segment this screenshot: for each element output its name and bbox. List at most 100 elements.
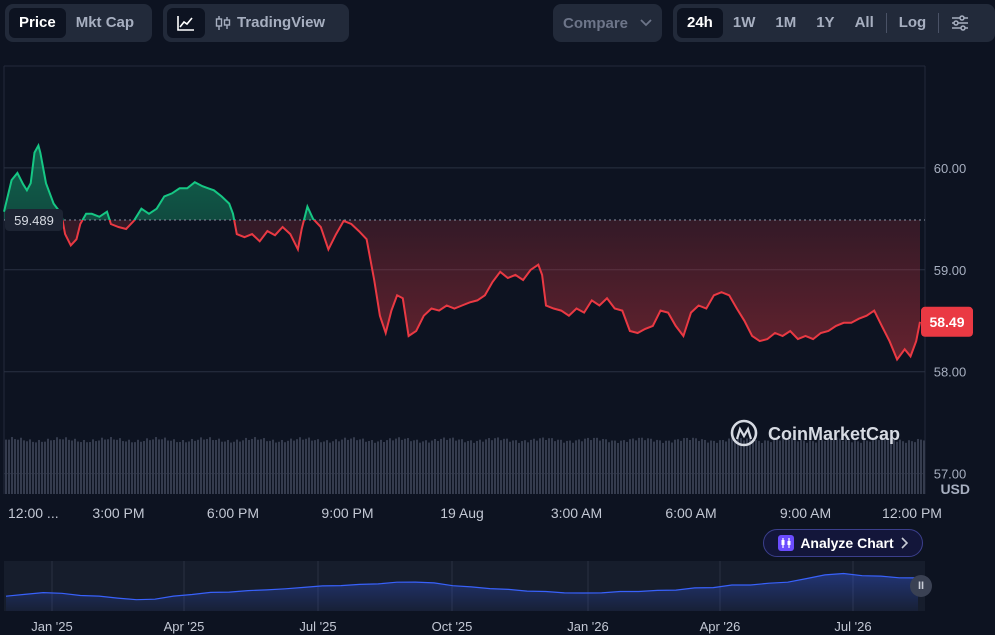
volume-bar <box>239 441 241 494</box>
volume-bar <box>302 439 304 494</box>
tab-price[interactable]: Price <box>9 8 66 38</box>
chart-type-toggle: Price Mkt Cap <box>5 4 152 42</box>
x-tick-label: 9:00 AM <box>780 505 831 521</box>
volume-bar <box>356 440 358 494</box>
toolbar-divider <box>885 13 887 33</box>
volume-bar <box>773 439 775 494</box>
volume-bar <box>815 442 817 494</box>
range-all[interactable]: All <box>854 14 874 31</box>
volume-bar <box>416 439 418 494</box>
volume-bar <box>320 442 322 494</box>
volume-bar <box>500 440 502 494</box>
range-1m[interactable]: 1M <box>775 14 797 31</box>
volume-bar <box>488 438 490 494</box>
volume-bar <box>848 440 850 494</box>
volume-bar <box>788 440 790 494</box>
volume-bar <box>29 439 31 494</box>
volume-bar <box>326 440 328 494</box>
volume-bar <box>317 439 319 494</box>
log-scale-button[interactable]: Log <box>898 14 927 31</box>
navigator-pause-handle[interactable]: II <box>910 575 932 597</box>
line-chart-button[interactable] <box>167 8 205 38</box>
volume-bar <box>869 441 871 494</box>
volume-bar <box>806 442 808 494</box>
navigator-area <box>6 573 918 611</box>
volume-bar <box>20 437 22 494</box>
volume-bar <box>368 441 370 494</box>
volume-bar <box>359 439 361 494</box>
volume-bar <box>749 439 751 494</box>
settings-button[interactable] <box>941 8 979 38</box>
volume-bar <box>566 440 568 494</box>
x-tick-label: 3:00 AM <box>551 505 602 521</box>
volume-bar <box>734 440 736 494</box>
volume-bar <box>878 440 880 494</box>
volume-bar <box>716 442 718 494</box>
analyze-chart-button[interactable]: Analyze Chart <box>763 529 923 557</box>
volume-bar <box>536 440 538 494</box>
volume-bar <box>554 441 556 494</box>
chart-view-toggle: TradingView <box>163 4 349 42</box>
navigator-tick-label: Jul '26 <box>834 619 871 634</box>
volume-bar <box>626 441 628 494</box>
volume-bar <box>662 442 664 494</box>
volume-bar <box>146 438 148 494</box>
volume-bar <box>542 437 544 494</box>
volume-bar <box>803 440 805 494</box>
volume-bar <box>830 438 832 494</box>
volume-bar <box>866 440 868 494</box>
volume-bar <box>59 439 61 494</box>
navigator-tick-label: Jan '26 <box>567 619 609 634</box>
current-price-value: 58.49 <box>929 314 964 330</box>
volume-bar <box>23 440 25 494</box>
volume-bar <box>77 441 79 494</box>
volume-bar <box>758 440 760 494</box>
volume-bar <box>911 441 913 494</box>
range-1w[interactable]: 1W <box>732 14 756 31</box>
volume-bar <box>11 437 13 494</box>
volume-bar <box>473 442 475 494</box>
range-24h[interactable]: 24h <box>677 8 723 38</box>
tradingview-button[interactable]: TradingView <box>205 8 335 38</box>
volume-bar <box>779 440 781 494</box>
volume-bar <box>323 441 325 494</box>
volume-bar <box>338 441 340 494</box>
candlestick-ai-icon <box>778 535 795 551</box>
volume-bar <box>614 440 616 494</box>
range-1y[interactable]: 1Y <box>816 14 835 31</box>
volume-bar <box>530 439 532 494</box>
volume-bar <box>167 440 169 494</box>
x-tick-label: 12:00 ... <box>8 505 59 521</box>
coinmarketcap-logo-icon <box>730 419 758 447</box>
volume-bar <box>107 439 109 494</box>
volume-bar <box>344 437 346 494</box>
compare-dropdown[interactable]: Compare <box>553 4 662 42</box>
volume-bar <box>50 440 52 494</box>
volume-bar <box>242 440 244 494</box>
volume-bar <box>161 439 163 494</box>
volume-bar <box>245 437 247 494</box>
x-tick-label: 19 Aug <box>440 505 484 521</box>
volume-bar <box>209 437 211 494</box>
volume-bar <box>512 440 514 494</box>
volume-bar <box>884 438 886 494</box>
compare-label: Compare <box>563 14 629 32</box>
volume-bar <box>791 437 793 494</box>
volume-bar <box>761 442 763 494</box>
chevron-down-icon <box>640 19 652 27</box>
volume-bar <box>827 437 829 494</box>
volume-bar <box>539 438 541 494</box>
volume-bar <box>440 438 442 494</box>
volume-bar <box>533 438 535 494</box>
volume-bar <box>38 439 40 494</box>
volume-bar <box>923 440 925 494</box>
volume-bar <box>380 439 382 494</box>
volume-bar <box>872 438 874 494</box>
volume-bar <box>893 439 895 494</box>
volume-bar <box>143 441 145 494</box>
volume-bar <box>410 441 412 494</box>
volume-bar <box>470 440 472 494</box>
volume-bar <box>617 442 619 494</box>
tab-mkt-cap[interactable]: Mkt Cap <box>75 14 135 31</box>
